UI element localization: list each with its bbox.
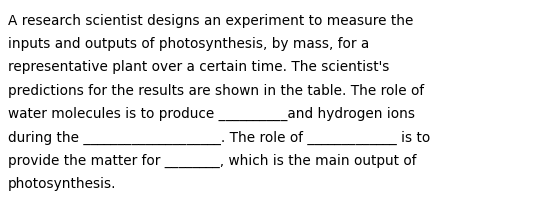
Text: photosynthesis.: photosynthesis. — [8, 177, 117, 191]
Text: during the ____________________. The role of _____________ is to: during the ____________________. The rol… — [8, 131, 430, 145]
Text: water molecules is to produce __________and hydrogen ions: water molecules is to produce __________… — [8, 107, 415, 121]
Text: predictions for the results are shown in the table. The role of: predictions for the results are shown in… — [8, 84, 424, 98]
Text: A research scientist designs an experiment to measure the: A research scientist designs an experime… — [8, 14, 413, 28]
Text: representative plant over a certain time. The scientist's: representative plant over a certain time… — [8, 60, 389, 74]
Text: inputs and outputs of photosynthesis, by mass, for a: inputs and outputs of photosynthesis, by… — [8, 37, 369, 51]
Text: provide the matter for ________, which is the main output of: provide the matter for ________, which i… — [8, 154, 416, 168]
